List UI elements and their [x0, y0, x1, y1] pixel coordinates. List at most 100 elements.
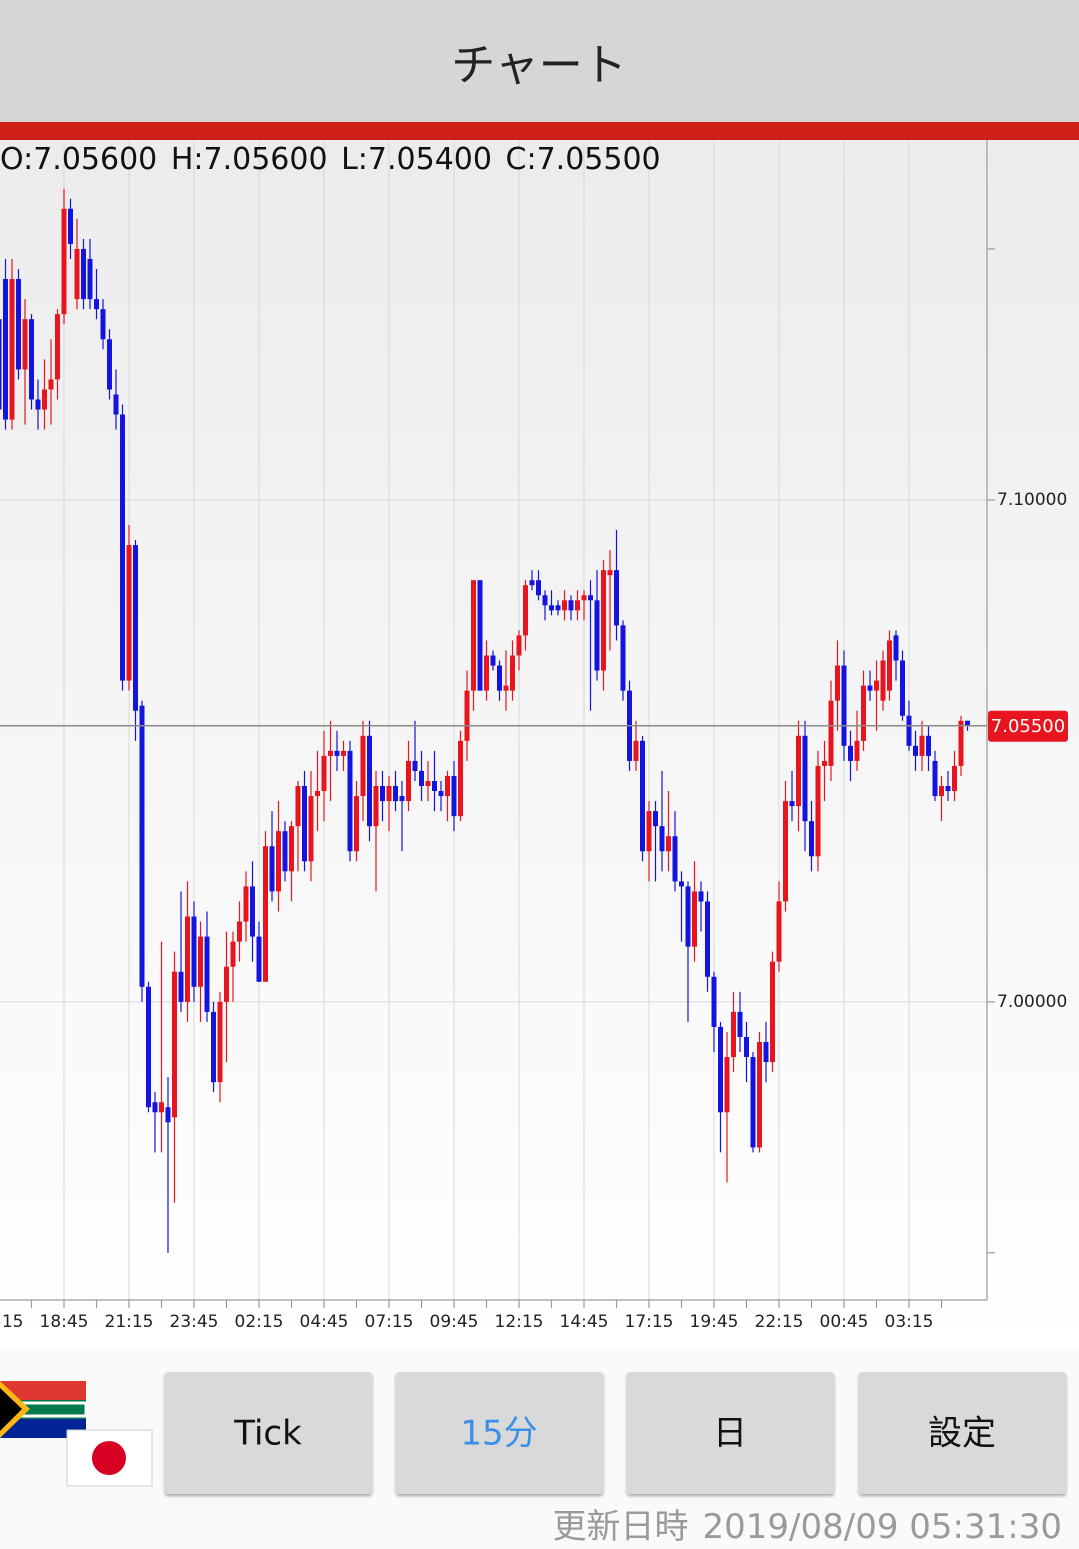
candle-body — [334, 750, 340, 756]
candle-body — [269, 846, 275, 892]
candle-body — [698, 891, 704, 902]
x-tick-label: 03:15 — [885, 1312, 934, 1332]
chart-background — [0, 140, 1079, 1350]
candle-body — [191, 916, 197, 987]
ohlc-open: O:7.05600 — [0, 142, 157, 177]
candle-body — [789, 801, 795, 807]
candle-body — [328, 750, 333, 756]
x-tick-label: 00:45 — [820, 1312, 869, 1332]
candle-body — [516, 635, 522, 656]
candle-body — [523, 585, 528, 636]
x-tick-label: 18:45 — [40, 1312, 89, 1332]
candle-body — [653, 811, 658, 827]
candle-body — [263, 846, 268, 982]
candle-body — [406, 760, 411, 802]
candle-body — [679, 881, 684, 887]
candle-body — [61, 208, 67, 315]
candle-body — [575, 600, 580, 611]
candle-body — [172, 971, 177, 1118]
last-updated: 更新日時 2019/08/09 05:31:30 — [553, 1507, 1062, 1547]
candle-body — [146, 986, 151, 1108]
candle-body — [503, 685, 509, 691]
candle-body — [9, 279, 15, 420]
candle-body — [945, 786, 951, 792]
candle-body — [295, 786, 301, 827]
interval-button[interactable] — [396, 1372, 603, 1494]
candle-body — [308, 796, 314, 862]
candle-body — [659, 826, 665, 852]
interval-button-label[interactable]: 設定 — [928, 1414, 996, 1454]
updated-label: 更新日時 — [553, 1507, 689, 1547]
x-tick-label: 09:45 — [430, 1312, 479, 1332]
candle-body — [477, 580, 483, 691]
candle-body — [692, 891, 697, 947]
candle-body — [74, 248, 80, 300]
candle-body — [126, 545, 132, 681]
chart: 16:15 18:45 21:15 23:45 02:15 04:45 07:15 09:45… — [0, 140, 1068, 1332]
candle-body — [224, 966, 229, 1002]
candle-body — [373, 786, 379, 827]
candle-body — [321, 755, 327, 792]
candle-body — [94, 299, 99, 310]
candle-body — [757, 1041, 762, 1148]
candle-body — [861, 685, 866, 741]
candle-body — [464, 690, 470, 741]
candle-body — [581, 595, 587, 601]
ohlc-readout: O:7.05600 H:7.05600 L:7.05400 C:7.05500 — [0, 142, 661, 177]
candle-body — [438, 791, 444, 797]
candle-body — [646, 811, 652, 852]
last-price-box — [988, 710, 1068, 742]
interval-button-label[interactable]: 15分 — [460, 1414, 537, 1454]
candle-body — [841, 665, 847, 746]
candle-body — [237, 921, 242, 942]
candle-body — [445, 775, 450, 797]
candle-body — [55, 314, 60, 380]
candle-body — [906, 715, 912, 746]
candle-body — [42, 389, 47, 410]
candle-body — [802, 735, 808, 822]
candle-body — [828, 700, 834, 766]
candle-body — [568, 600, 574, 611]
candle-body — [120, 414, 125, 681]
candle-body — [386, 786, 392, 802]
candle-body — [471, 580, 476, 691]
candle-body — [256, 936, 262, 982]
interval-button[interactable] — [859, 1372, 1066, 1494]
x-tick-label: 04:45 — [300, 1312, 349, 1332]
interval-button-label[interactable]: Tick — [233, 1414, 302, 1454]
candle-body — [81, 248, 86, 300]
candle-body — [620, 625, 626, 691]
interval-button-label[interactable]: 日 — [713, 1414, 747, 1454]
interval-button[interactable] — [627, 1372, 834, 1494]
candle-body — [555, 605, 561, 611]
app-title: チャート — [451, 40, 627, 91]
candle-body — [87, 258, 93, 300]
candle-body — [484, 655, 489, 691]
candle-body — [919, 735, 925, 756]
candle-body — [289, 826, 294, 872]
candle-body — [763, 1041, 769, 1063]
x-tick-label: 22:15 — [755, 1312, 804, 1332]
candle-body — [952, 765, 957, 792]
y-tick-label: 7.10000 — [997, 490, 1067, 510]
x-tick-label: 07:15 — [365, 1312, 414, 1332]
candle-body — [594, 600, 600, 671]
candle-body — [347, 750, 353, 852]
candle-body — [874, 680, 879, 691]
candle-body — [926, 735, 931, 756]
x-tick-label: 21:15 — [105, 1312, 154, 1332]
accent-strip — [0, 122, 1079, 140]
candle-body — [705, 901, 710, 977]
candle-body — [536, 580, 541, 596]
interval-button[interactable] — [165, 1372, 372, 1494]
candle-body — [48, 379, 54, 390]
candle-body — [718, 1026, 723, 1113]
candle-body — [542, 595, 548, 606]
candle-body — [822, 760, 827, 766]
candle-body — [848, 745, 853, 761]
x-tick-label: 19:45 — [690, 1312, 739, 1332]
candle-body — [451, 775, 457, 817]
candle-body — [490, 655, 496, 666]
candle-body — [282, 831, 288, 872]
candle-body — [685, 886, 691, 947]
